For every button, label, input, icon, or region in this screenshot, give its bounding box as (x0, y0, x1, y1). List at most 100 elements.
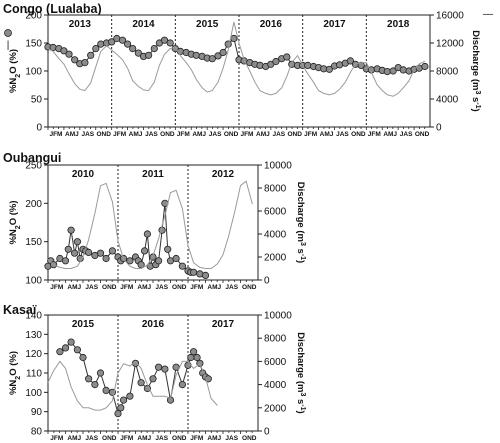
n2o-point (102, 254, 110, 263)
n2o-point (230, 34, 238, 43)
y2-tick-label: 2000 (264, 253, 287, 264)
y2-tick-label: 0 (264, 276, 270, 287)
n2o-point (166, 39, 174, 47)
month-label: JFM (50, 435, 63, 442)
month-label: JFM (49, 131, 62, 138)
n2o-point (141, 247, 149, 255)
month-label: AMJ (207, 435, 221, 442)
month-label: JFM (120, 284, 133, 291)
year-label: 2018 (387, 19, 410, 30)
n2o-point (143, 230, 151, 238)
y2-tick-label: 4000 (436, 95, 459, 106)
month-label: OND (242, 284, 257, 291)
n2o-point (155, 363, 163, 371)
n2o-point (71, 249, 79, 257)
n2o-point (214, 52, 222, 60)
n2o-point (96, 249, 105, 257)
n2o-point (56, 348, 64, 356)
year-label: 2014 (132, 19, 155, 30)
y2-axis-label: Discharge (m3 s-1) (470, 30, 482, 111)
n2o-point (60, 47, 68, 55)
y2-tick-label: 8000 (264, 334, 287, 345)
year-label: 2010 (72, 169, 95, 180)
y2-tick-label: 0 (264, 427, 270, 438)
month-label: AMJ (137, 435, 151, 442)
month-label: OND (102, 435, 117, 442)
legend-circle-icon (4, 29, 12, 37)
y-tick-label: 110 (26, 369, 42, 380)
panel-title: Kasaï (3, 303, 37, 317)
month-label: AMJ (65, 131, 79, 138)
n2o-point (67, 338, 75, 346)
y2-tick-label: 10000 (264, 161, 292, 172)
y-tick-label: 120 (25, 349, 42, 360)
y2-axis-label: Discharge (m3 s-1) (295, 182, 307, 263)
n2o-point (389, 67, 397, 75)
month-label: OND (172, 284, 187, 291)
y-tick-label: 100 (25, 276, 42, 287)
n2o-point (81, 58, 89, 67)
month-label: JFM (190, 284, 203, 291)
month-label: AMJ (192, 131, 206, 138)
year-label: 2013 (69, 19, 92, 30)
n2o-point (155, 257, 163, 265)
n2o-point (126, 257, 134, 265)
y-tick-label: 90 (31, 407, 43, 418)
month-label: JAS (225, 284, 238, 291)
n2o-point (108, 38, 116, 46)
month-label: JAS (272, 131, 285, 138)
month-label: OND (172, 435, 187, 442)
month-label: AMJ (383, 131, 397, 138)
n2o-point (283, 53, 291, 61)
n2o-point (73, 238, 82, 246)
discharge-line (47, 21, 426, 97)
month-label: AMJ (67, 284, 81, 291)
y2-tick-label: 6000 (264, 357, 287, 368)
n2o-point (187, 353, 195, 362)
month-label: AMJ (320, 131, 334, 138)
n2o-point (114, 409, 122, 418)
n2o-point (79, 353, 87, 362)
n2o-point (399, 66, 407, 74)
n2o-point (272, 57, 280, 66)
year-label: 2016 (142, 319, 165, 330)
n2o-point (85, 248, 93, 256)
panel-title: Oubangui (3, 151, 61, 165)
month-label: AMJ (67, 435, 81, 442)
month-label: JFM (368, 131, 381, 138)
n2o-point (117, 404, 125, 412)
n2o-point (184, 361, 192, 369)
y-tick-label: 200 (25, 199, 42, 210)
month-label: JAS (400, 131, 413, 138)
y-tick-label: 50 (31, 95, 43, 106)
y-tick-label: 150 (25, 237, 42, 248)
n2o-point (91, 380, 99, 389)
y-axis-label: %N2O (%) (8, 351, 22, 395)
n2o-point (67, 226, 75, 234)
y-tick-label: 80 (31, 427, 43, 438)
n2o-point (96, 369, 105, 377)
y2-tick-label: 4000 (264, 380, 287, 391)
n2o-point (73, 346, 82, 354)
month-label: JAS (336, 131, 349, 138)
n2o-point (120, 396, 128, 404)
month-label: JAS (155, 284, 168, 291)
discharge-line (47, 360, 218, 411)
n2o-point (164, 245, 172, 253)
n2o-point (137, 379, 145, 387)
n2o-point (85, 375, 93, 383)
month-label: OND (287, 131, 302, 138)
y-tick-label: 150 (25, 39, 42, 50)
year-label: 2016 (260, 19, 283, 30)
month-label: OND (351, 131, 366, 138)
n2o-point (97, 40, 105, 48)
n2o-point (118, 36, 127, 44)
y-axis-label: %N2O (%) (8, 49, 22, 93)
n2o-point (108, 247, 117, 255)
y2-tick-label: 6000 (264, 207, 287, 218)
month-label: AMJ (129, 131, 143, 138)
n2o-point (61, 344, 70, 352)
month-label: JFM (120, 435, 133, 442)
month-label: AMJ (137, 284, 151, 291)
